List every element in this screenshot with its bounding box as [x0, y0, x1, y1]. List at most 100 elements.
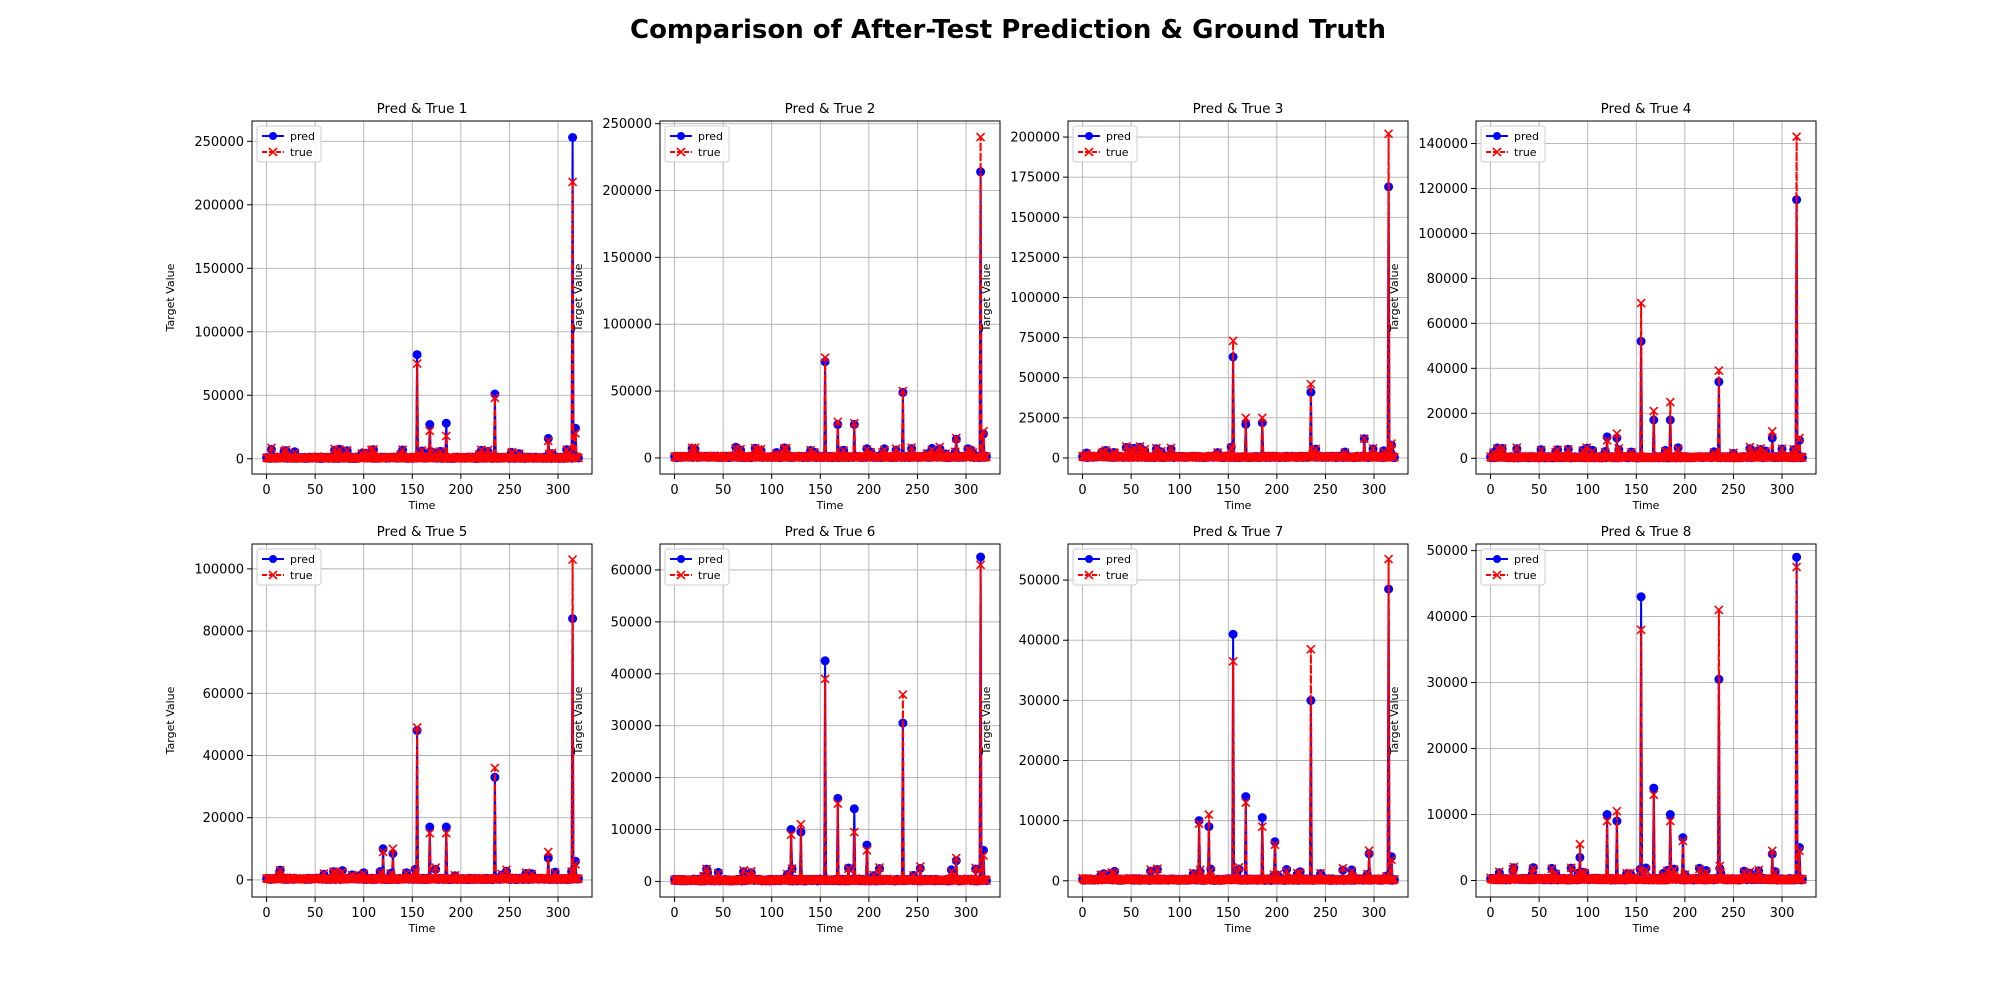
- true-point: [1714, 366, 1724, 376]
- subplot-6: 0 50 100 150 200 250 3000100002000030000400005…: [572, 524, 1001, 935]
- x-tick-label: 50: [715, 906, 732, 921]
- true-point: [425, 426, 435, 436]
- true-point: [543, 847, 553, 857]
- true-point: [703, 868, 713, 878]
- true-point: [981, 451, 991, 462]
- x-tick-label: 0: [262, 483, 270, 498]
- true-point: [1282, 866, 1292, 876]
- y-tick-label: 50000: [1019, 371, 1060, 386]
- pred-point: [337, 866, 347, 876]
- true-point: [378, 847, 388, 857]
- true-point: [334, 445, 344, 455]
- true-point: [736, 444, 746, 454]
- pred-point: [1228, 629, 1238, 639]
- x-tick-label: 150: [400, 906, 425, 921]
- y-tick-label: 10000: [611, 823, 652, 838]
- true-point: [820, 353, 830, 363]
- y-tick-label: 50000: [611, 615, 652, 630]
- y-tick-label: 200000: [602, 184, 652, 199]
- legend-true-marker: [676, 570, 686, 580]
- series-true: [670, 560, 991, 886]
- x-tick-label: 150: [1216, 483, 1241, 498]
- true-point: [483, 445, 493, 455]
- y-tick-label: 40000: [611, 667, 652, 682]
- true-point: [1129, 444, 1139, 454]
- legend-true-label: true: [1106, 146, 1129, 159]
- true-point: [1636, 298, 1646, 308]
- y-tick-label: 150000: [1010, 211, 1060, 226]
- true-point: [1151, 443, 1161, 453]
- y-tick-label: 40000: [203, 749, 244, 764]
- true-point: [849, 418, 859, 428]
- y-tick-label: 30000: [611, 719, 652, 734]
- x-tick-label: 300: [546, 906, 571, 921]
- y-tick-label: 0: [644, 875, 652, 890]
- true-point: [501, 865, 512, 875]
- x-axis: 0 50 100 150 200 250 300: [1078, 897, 1386, 921]
- y-tick-label: 150000: [602, 251, 652, 266]
- x-tick-label: 0: [670, 906, 678, 921]
- true-point: [690, 443, 700, 453]
- x-tick-label: 0: [1078, 483, 1086, 498]
- x-axis: 0 50 100 150 200 250 300: [1486, 474, 1794, 498]
- true-point: [368, 444, 378, 454]
- true-point: [1673, 444, 1683, 454]
- true-point: [1384, 129, 1394, 139]
- y-tick-label: 100000: [602, 318, 652, 333]
- true-point: [490, 763, 500, 773]
- subplot-title: Pred & True 1: [377, 101, 468, 117]
- legend-pred-label: pred: [290, 130, 315, 143]
- grid: [1476, 544, 1816, 897]
- y-tick-label: 125000: [1010, 251, 1060, 266]
- plot-content: [1486, 552, 1807, 885]
- true-point: [398, 445, 408, 455]
- pred-point: [1270, 837, 1280, 847]
- legend-pred-marker: [1085, 132, 1093, 140]
- true-point: [820, 674, 830, 684]
- true-point: [1389, 452, 1399, 463]
- subplot-5: 0 50 100 150 200 250 3000200004000060000800001…: [164, 524, 593, 935]
- true-point: [1135, 441, 1145, 452]
- x-axis-label: Time: [816, 499, 844, 512]
- legend-pred-label: pred: [698, 553, 723, 566]
- true-point: [1226, 443, 1236, 453]
- y-tick-label: 100000: [1418, 227, 1468, 242]
- true-point: [568, 177, 578, 187]
- true-point: [787, 864, 797, 874]
- x-tick-label: 300: [954, 483, 979, 498]
- y-tick-label: 200000: [1010, 131, 1060, 146]
- x-tick-label: 50: [1123, 483, 1140, 498]
- pred-point: [820, 656, 830, 666]
- plot-content: [262, 554, 583, 885]
- true-point: [431, 863, 441, 873]
- y-tick-label: 75000: [1019, 331, 1060, 346]
- plot-area: [1476, 544, 1816, 897]
- true-point: [1497, 443, 1507, 453]
- y-tick-label: 175000: [1010, 171, 1060, 186]
- y-axis-label: Target Value: [1388, 263, 1401, 332]
- x-tick-label: 250: [1313, 906, 1338, 921]
- legend-true-label: true: [290, 569, 313, 582]
- true-point: [1385, 446, 1396, 456]
- y-tick-label: 25000: [1019, 411, 1060, 426]
- y-tick-label: 200000: [194, 198, 244, 213]
- x-tick-label: 50: [1123, 906, 1140, 921]
- true-point: [1368, 443, 1378, 453]
- x-tick-label: 300: [954, 906, 979, 921]
- x-tick-label: 250: [497, 906, 522, 921]
- y-tick-label: 20000: [203, 811, 244, 826]
- true-point: [907, 443, 917, 453]
- true-point: [1612, 428, 1622, 439]
- true-point: [543, 436, 553, 446]
- y-axis-label: Target Value: [980, 686, 993, 755]
- true-point: [1756, 443, 1766, 453]
- series-true: [670, 132, 991, 463]
- true-point: [1364, 846, 1374, 856]
- y-tick-label: 100000: [1010, 291, 1060, 306]
- true-point: [946, 867, 956, 877]
